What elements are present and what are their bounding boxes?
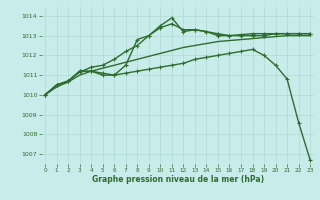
X-axis label: Graphe pression niveau de la mer (hPa): Graphe pression niveau de la mer (hPa) [92, 175, 264, 184]
